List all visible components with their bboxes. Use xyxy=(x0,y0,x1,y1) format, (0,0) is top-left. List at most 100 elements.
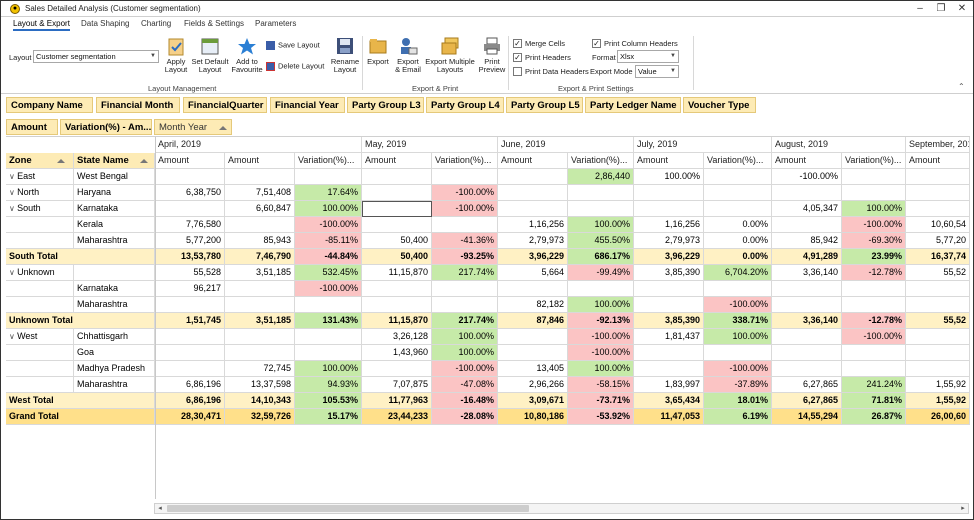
close-button[interactable]: ✕ xyxy=(957,3,967,14)
variation-cell[interactable]: -44.84% xyxy=(295,249,362,265)
zone-cell[interactable]: ∨ North xyxy=(6,185,74,201)
merge-cells-checkbox[interactable]: ✓ xyxy=(513,39,522,48)
amount-column-header[interactable]: Amount xyxy=(772,153,842,169)
amount-cell[interactable]: 13,405 xyxy=(498,361,568,377)
amount-cell[interactable] xyxy=(906,185,970,201)
print-column-headers-checkbox[interactable]: ✓ xyxy=(592,39,601,48)
field-company-name[interactable]: Company Name xyxy=(6,97,93,113)
variation-cell[interactable] xyxy=(432,217,498,233)
amount-cell[interactable]: 5,77,20 xyxy=(906,233,970,249)
variation-cell[interactable] xyxy=(568,281,634,297)
amount-cell[interactable] xyxy=(772,185,842,201)
variation-cell[interactable]: -53.92% xyxy=(568,409,634,425)
variation-cell[interactable] xyxy=(842,281,906,297)
amount-cell[interactable]: 55,52 xyxy=(906,313,970,329)
variation-cell[interactable]: 532.45% xyxy=(295,265,362,281)
variation-cell[interactable]: 6.19% xyxy=(704,409,772,425)
zone-field-header[interactable]: Zone xyxy=(6,153,74,169)
amount-cell[interactable]: 16,37,74 xyxy=(906,249,970,265)
variation-cell[interactable]: -100.00% xyxy=(704,297,772,313)
print-headers-checkbox[interactable]: ✓ xyxy=(513,53,522,62)
amount-cell[interactable]: 1,55,92 xyxy=(906,377,970,393)
variation-column-header[interactable]: Variation(%)... xyxy=(568,153,634,169)
amount-cell[interactable]: 11,77,963 xyxy=(362,393,432,409)
month-header[interactable]: August, 2019 xyxy=(772,137,906,153)
month-header[interactable]: July, 2019 xyxy=(634,137,772,153)
field-party-group-l4[interactable]: Party Group L4 xyxy=(426,97,504,113)
amount-cell[interactable]: 4,05,347 xyxy=(772,201,842,217)
variation-cell[interactable]: 100.00% xyxy=(568,297,634,313)
amount-cell[interactable]: 6,86,196 xyxy=(155,377,225,393)
amount-cell[interactable]: 3,36,140 xyxy=(772,313,842,329)
amount-cell[interactable]: 13,53,780 xyxy=(155,249,225,265)
amount-cell[interactable]: 2,96,266 xyxy=(498,377,568,393)
variation-cell[interactable]: -100.00% xyxy=(295,281,362,297)
amount-cell[interactable] xyxy=(498,281,568,297)
amount-cell[interactable]: 6,60,847 xyxy=(225,201,295,217)
amount-cell[interactable]: 6,27,865 xyxy=(772,377,842,393)
amount-cell[interactable] xyxy=(634,345,704,361)
layout-select[interactable]: Customer segmentation ▼ xyxy=(33,50,159,63)
amount-cell[interactable] xyxy=(906,329,970,345)
field-party-group-l5[interactable]: Party Group L5 xyxy=(506,97,583,113)
variation-cell[interactable]: 217.74% xyxy=(432,313,498,329)
variation-cell[interactable] xyxy=(704,201,772,217)
amount-cell[interactable] xyxy=(634,361,704,377)
amount-cell[interactable] xyxy=(362,201,432,217)
amount-cell[interactable]: 3,85,390 xyxy=(634,265,704,281)
amount-cell[interactable]: 72,745 xyxy=(225,361,295,377)
variation-column-header[interactable]: Variation(%)... xyxy=(295,153,362,169)
amount-cell[interactable]: 1,16,256 xyxy=(634,217,704,233)
amount-cell[interactable] xyxy=(225,217,295,233)
variation-cell[interactable]: 100.00% xyxy=(568,361,634,377)
zone-cell[interactable]: ∨ South xyxy=(6,201,74,217)
amount-cell[interactable]: 85,943 xyxy=(225,233,295,249)
amount-cell[interactable]: 1,43,960 xyxy=(362,345,432,361)
horizontal-scrollbar[interactable]: ◂ ▸ xyxy=(154,503,969,514)
amount-cell[interactable]: 3,85,390 xyxy=(634,313,704,329)
variation-cell[interactable]: 100.00% xyxy=(432,329,498,345)
field-variation[interactable]: Variation(%) - Am... xyxy=(60,119,152,135)
amount-cell[interactable] xyxy=(362,217,432,233)
add-favourite-button[interactable]: Add to Favourite xyxy=(230,36,264,74)
field-financial-month[interactable]: Financial Month xyxy=(96,97,180,113)
amount-column-header[interactable]: Amount xyxy=(906,153,970,169)
field-party-ledger-name[interactable]: Party Ledger Name xyxy=(585,97,681,113)
amount-cell[interactable] xyxy=(498,169,568,185)
variation-cell[interactable]: 71.81% xyxy=(842,393,906,409)
amount-cell[interactable]: 100.00% xyxy=(634,169,704,185)
variation-cell[interactable] xyxy=(842,345,906,361)
variation-cell[interactable]: 100.00% xyxy=(842,201,906,217)
variation-cell[interactable] xyxy=(842,361,906,377)
variation-cell[interactable]: 100.00% xyxy=(295,361,362,377)
variation-cell[interactable]: 0.00% xyxy=(704,217,772,233)
amount-cell[interactable] xyxy=(906,281,970,297)
variation-cell[interactable] xyxy=(295,297,362,313)
amount-cell[interactable]: 11,15,870 xyxy=(362,265,432,281)
amount-cell[interactable]: 5,664 xyxy=(498,265,568,281)
chevron-right-icon[interactable]: ▸ xyxy=(961,505,965,512)
variation-cell[interactable]: -73.71% xyxy=(568,393,634,409)
variation-cell[interactable]: 15.17% xyxy=(295,409,362,425)
variation-cell[interactable] xyxy=(432,297,498,313)
tab-layout-export[interactable]: Layout & Export xyxy=(13,19,70,31)
amount-cell[interactable]: 32,59,726 xyxy=(225,409,295,425)
amount-cell[interactable]: 3,96,229 xyxy=(634,249,704,265)
amount-cell[interactable]: 3,51,185 xyxy=(225,313,295,329)
variation-cell[interactable]: 17.64% xyxy=(295,185,362,201)
amount-column-header[interactable]: Amount xyxy=(498,153,568,169)
amount-cell[interactable]: 7,46,790 xyxy=(225,249,295,265)
amount-cell[interactable]: 13,37,598 xyxy=(225,377,295,393)
export-email-button[interactable]: Export & Email xyxy=(394,36,422,74)
variation-cell[interactable]: 94.93% xyxy=(295,377,362,393)
variation-cell[interactable]: 338.71% xyxy=(704,313,772,329)
variation-cell[interactable] xyxy=(568,185,634,201)
minimize-button[interactable]: – xyxy=(917,3,923,14)
variation-cell[interactable]: 23.99% xyxy=(842,249,906,265)
variation-cell[interactable] xyxy=(295,169,362,185)
zone-cell[interactable]: ∨ East xyxy=(6,169,74,185)
set-default-layout-button[interactable]: Set Default Layout xyxy=(191,36,229,74)
variation-cell[interactable]: 131.43% xyxy=(295,313,362,329)
variation-cell[interactable] xyxy=(842,297,906,313)
amount-cell[interactable] xyxy=(225,169,295,185)
